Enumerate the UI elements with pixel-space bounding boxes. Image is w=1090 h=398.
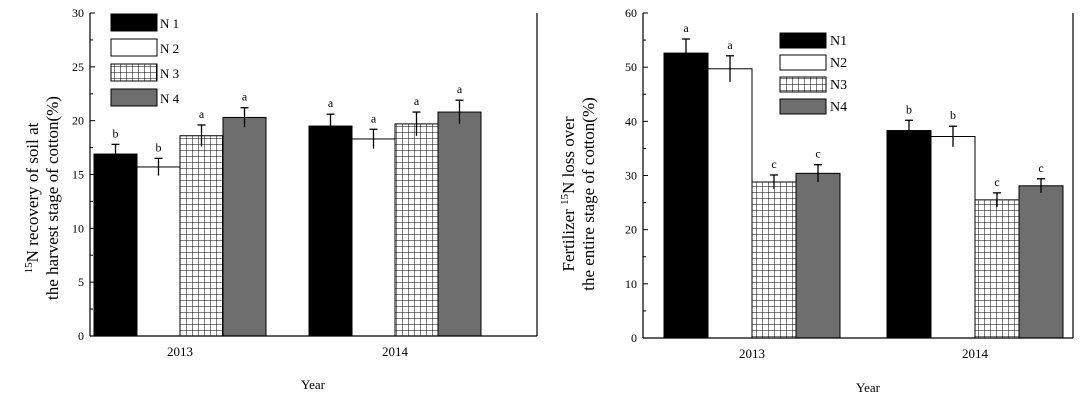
bar-2014-n3 [974,199,1020,339]
bar-2014-n1 [886,130,932,339]
y-axis-label: Fertilizer 15N loss over the entire stag… [559,97,598,291]
y-axis-label-line1: Fertilizer 15N loss over [559,116,578,271]
significance-letter: a [414,94,420,108]
legend-label: N 2 [160,41,179,56]
legend-label: N1 [830,34,847,49]
bar-2013-n2 [136,166,181,337]
legend-swatch [779,54,827,71]
significance-letter: a [242,90,248,104]
y-tick-label: 15 [72,168,84,182]
bar-2013-n1 [663,52,709,339]
significance-letter: b [156,140,162,154]
y-axis-label-prefix: N [23,250,42,262]
bar-2014-n2 [930,136,976,339]
bar-2013-n3 [179,135,224,337]
y-axis-label-line1: 15N recovery of soil at [23,122,42,273]
significance-letter: a [457,82,463,96]
legend-label: N3 [830,78,847,93]
y-tick-label: 40 [625,114,637,128]
significance-letter: c [1038,161,1043,175]
bar-2013-n4 [795,172,841,339]
y-tick-label: 0 [631,331,637,345]
legend-label: N2 [830,56,847,71]
significance-letter: a [371,111,377,125]
chart-left-soil-recovery: 15N recovery of soil at the harvest stag… [23,6,538,392]
y-tick-label: 20 [72,114,84,128]
legend-swatch [110,38,158,57]
y-axis-label-line2: the entire stage of cotton(%) [579,97,598,291]
x-axis-label: Year [301,377,326,392]
bar-2013-n4 [222,116,267,337]
y-tick-label: 0 [78,329,84,343]
chart-right-n-loss: Fertilizer 15N loss over the entire stag… [559,6,1074,395]
bar-2013-n3 [751,181,797,339]
significance-letter: c [815,147,820,161]
y-tick-label: 30 [625,169,637,183]
y-axis-label: 15N recovery of soil at the harvest stag… [23,96,62,300]
significance-letter: b [950,108,956,122]
y-tick-label: 5 [78,275,84,289]
x-tick-label-2013: 2013 [739,346,765,361]
bar-2014-n4 [1018,185,1064,339]
y-tick-label: 10 [625,277,637,291]
y-axis-label-sup: 15 [559,193,571,205]
y-axis-label-suffix: N loss over [559,116,578,194]
y-tick-label: 10 [72,221,84,235]
x-tick-label-2014: 2014 [962,346,989,361]
legend-swatch [779,32,827,49]
y-tick-label: 20 [625,223,637,237]
legend-swatch [110,63,158,82]
significance-letter: a [199,107,205,121]
y-axis-label-line2: the harvest stage of cotton(%) [43,96,62,300]
bar-2014-n1 [308,125,353,337]
bar-2014-n4 [437,111,482,337]
legend-swatch [110,13,158,32]
y-tick-label: 50 [625,60,637,74]
y-tick-label: 60 [625,6,637,20]
legend-swatch [779,98,827,115]
bar-2013-n2 [707,68,753,339]
legend-label: N 1 [160,16,179,31]
bar-2013-n1 [93,153,138,337]
x-tick-label-2014: 2014 [382,344,409,359]
legend-label: N4 [830,100,847,115]
x-axis-label: Year [856,380,881,395]
significance-letter: c [771,157,776,171]
bar-2014-n2 [351,138,396,337]
y-axis-label-sup: 15 [23,262,35,274]
bar-2014-n3 [394,123,439,337]
significance-letter: a [683,21,689,35]
significance-letter: a [727,38,733,52]
y-axis-label-line1-text: recovery of soil at [23,122,42,245]
significance-letter: a [328,96,334,110]
y-tick-label: 25 [72,60,84,74]
legend-label: N 4 [160,91,180,106]
x-tick-label-2013: 2013 [167,344,193,359]
legend-label: N 3 [160,66,179,81]
legend-swatch [779,76,827,93]
y-axis-label-line1-text: Fertilizer [559,209,578,272]
significance-letter: c [994,175,999,189]
legend-swatch [110,88,158,107]
significance-letter: b [113,126,119,140]
y-tick-label: 30 [72,6,84,20]
significance-letter: b [906,102,912,116]
